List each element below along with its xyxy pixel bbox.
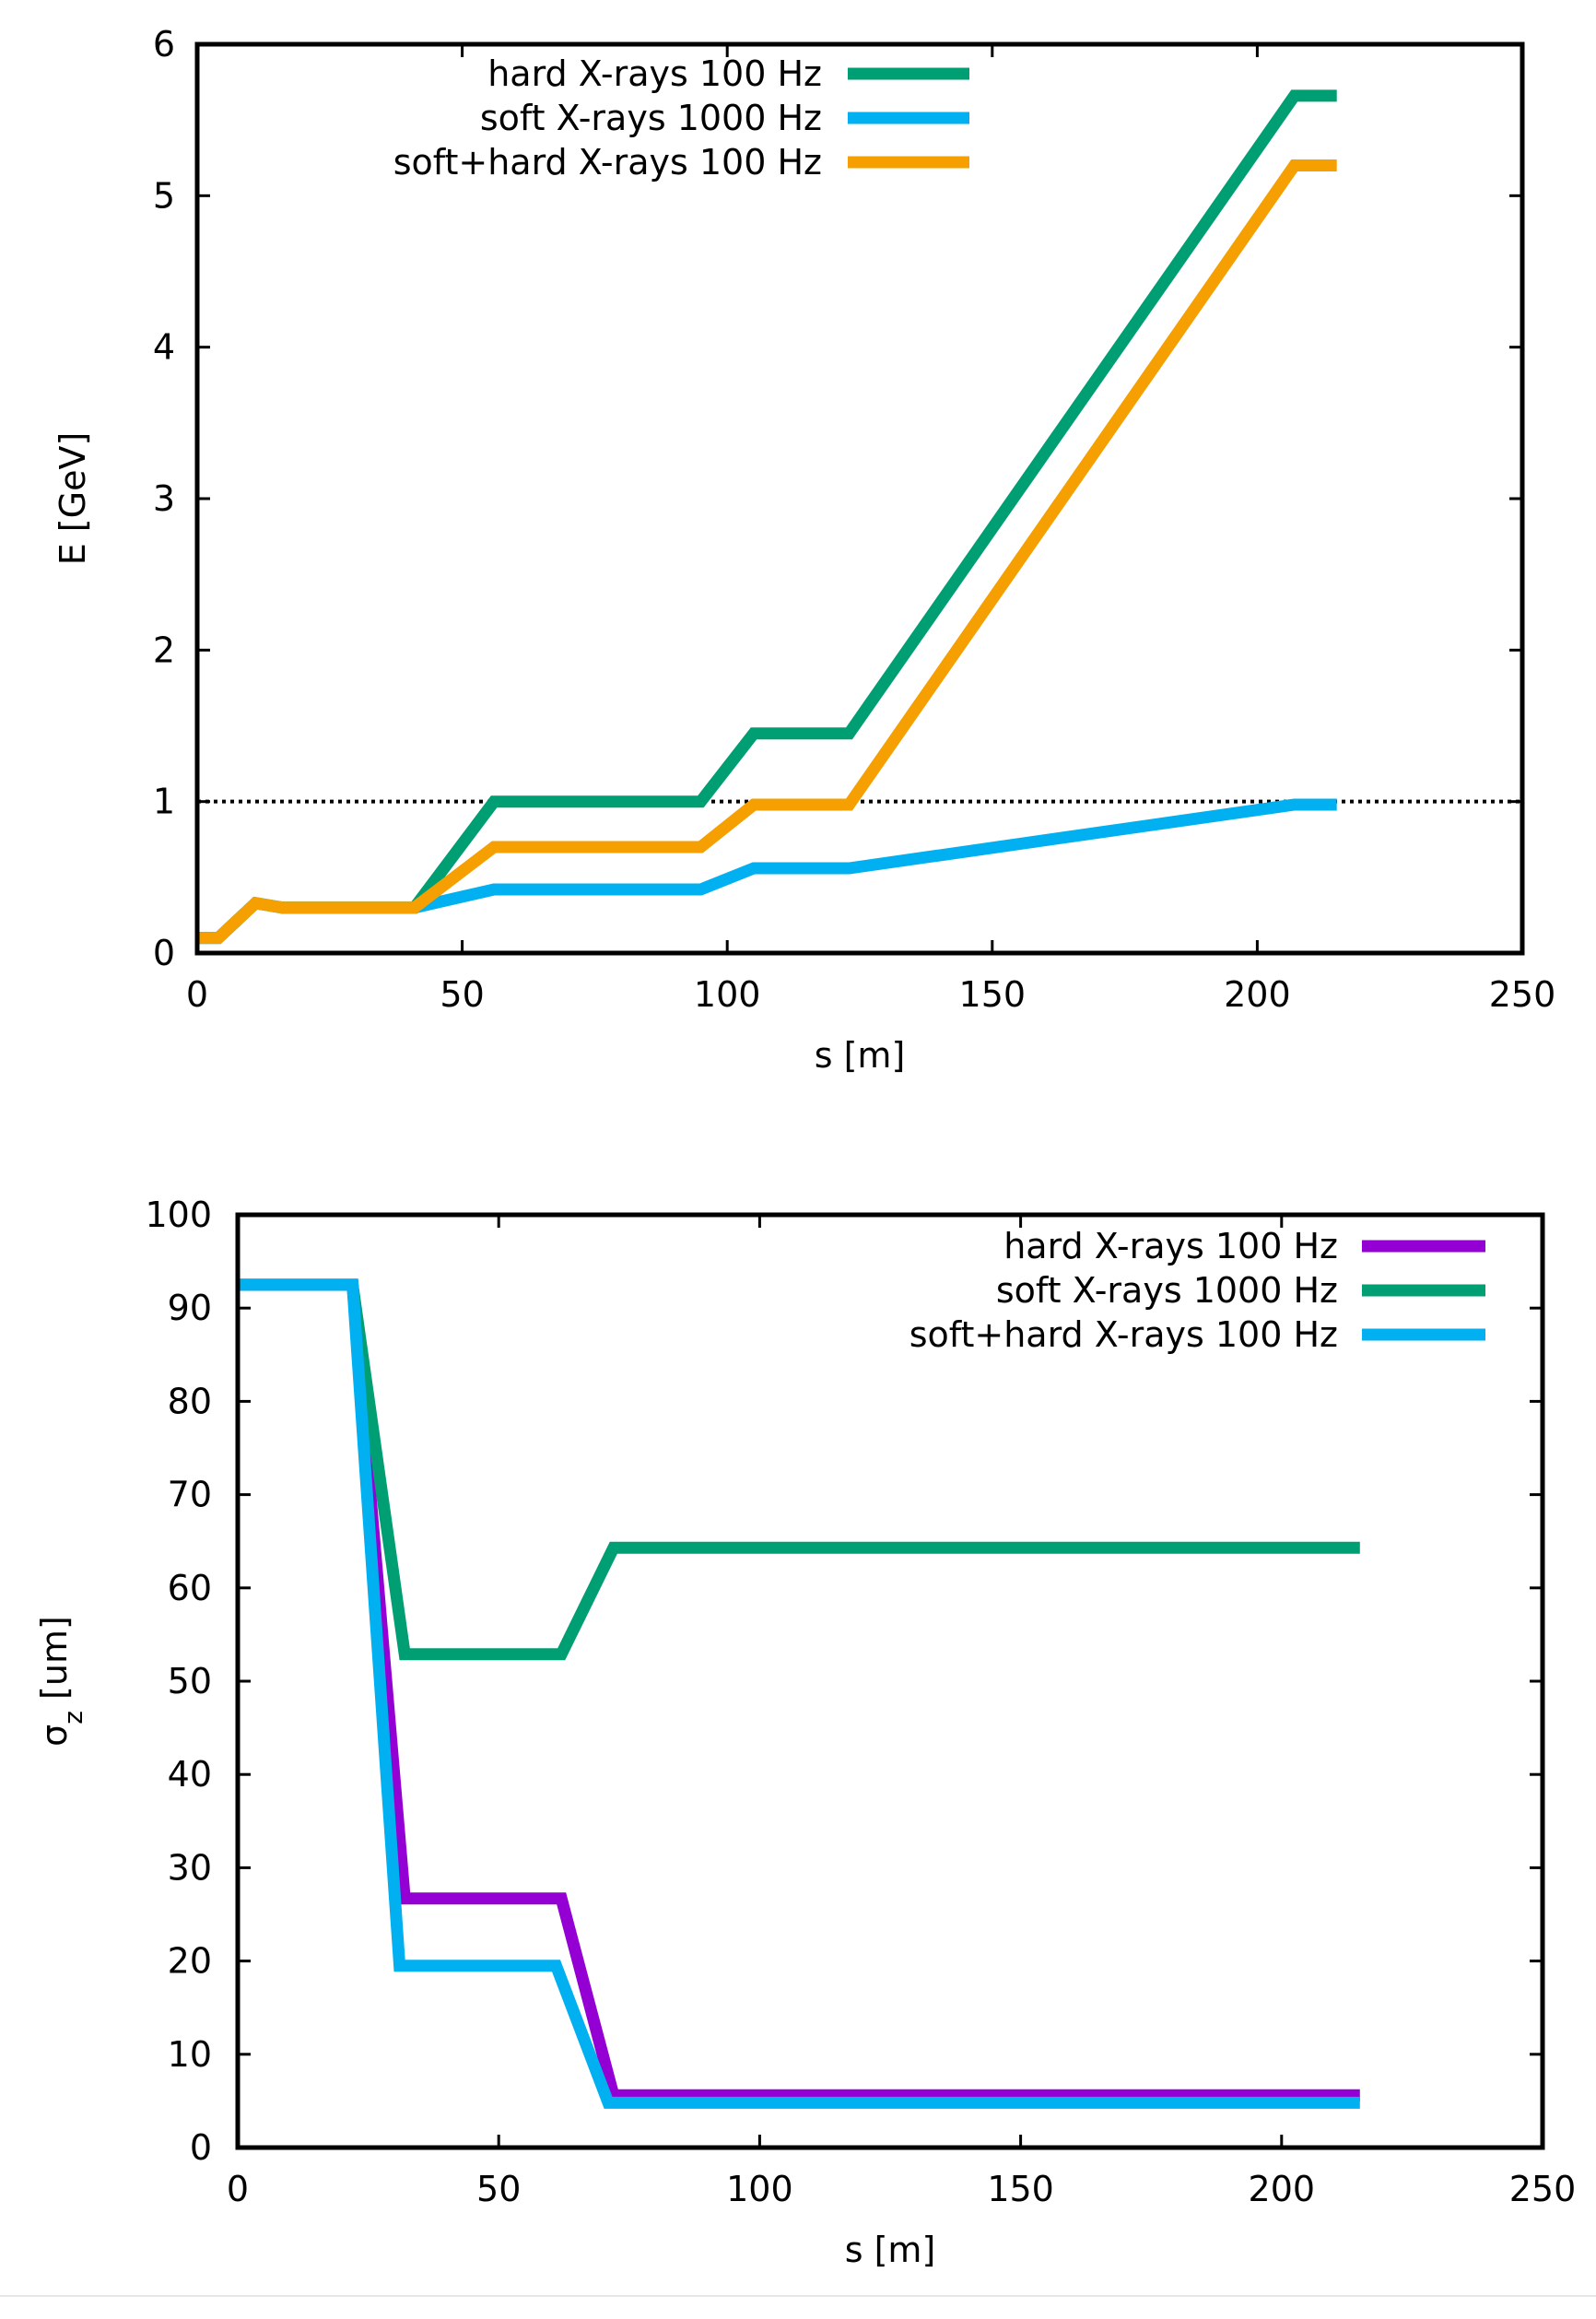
y-tick-label: 5 bbox=[153, 175, 175, 216]
x-axis-label: s [m] bbox=[845, 2230, 936, 2270]
x-tick-label: 200 bbox=[1224, 974, 1291, 1015]
series-line-3 bbox=[197, 159, 1337, 945]
y-tick-label: 70 bbox=[168, 1475, 212, 1515]
x-tick-label: 0 bbox=[227, 2169, 249, 2209]
series-line-1 bbox=[197, 89, 1337, 945]
y-tick-label: 40 bbox=[168, 1754, 212, 1795]
legend-label-1: hard X-rays 100 Hz bbox=[487, 53, 822, 94]
y-tick-label: 3 bbox=[153, 478, 175, 519]
plot-frame bbox=[235, 1212, 1545, 2150]
legend-label-3: soft+hard X-rays 100 Hz bbox=[909, 1314, 1338, 1355]
y-axis-label: E [GeV] bbox=[53, 432, 93, 566]
x-tick-label: 250 bbox=[1489, 974, 1556, 1015]
y-tick-label: 6 bbox=[153, 24, 175, 65]
x-tick-label: 50 bbox=[476, 2169, 521, 2209]
y-tick-label: 30 bbox=[168, 1847, 212, 1888]
y-axis-label: σz [um] bbox=[34, 1616, 88, 1747]
y-tick-label: 2 bbox=[153, 630, 175, 670]
y-tick-label: 0 bbox=[153, 933, 175, 973]
y-tick-label: 1 bbox=[153, 782, 175, 822]
x-tick-label: 100 bbox=[726, 2169, 793, 2209]
y-tick-label: 100 bbox=[145, 1195, 212, 1235]
y-tick-label: 10 bbox=[168, 2034, 212, 2075]
x-tick-label: 200 bbox=[1249, 2169, 1316, 2209]
x-tick-label: 100 bbox=[694, 974, 761, 1015]
y-tick-label: 4 bbox=[153, 327, 175, 368]
legend-label-3: soft+hard X-rays 100 Hz bbox=[393, 142, 822, 182]
chart-2: 0 50 100 150 200 250 0 10 20 30 40 50 60 70 80 90 100 har… bbox=[34, 1195, 1576, 2270]
legend-label-2: soft X-rays 1000 Hz bbox=[996, 1270, 1338, 1311]
y-tick-label: 0 bbox=[190, 2127, 212, 2168]
x-tick-label: 0 bbox=[186, 974, 208, 1015]
y-tick-label: 90 bbox=[168, 1288, 212, 1328]
x-tick-label: 150 bbox=[959, 974, 1027, 1015]
series-line-1 bbox=[238, 1278, 1360, 2101]
y-tick-label: 80 bbox=[168, 1381, 212, 1421]
x-tick-label: 250 bbox=[1509, 2169, 1577, 2209]
chart-1: 0 50 100 150 200 250 0 1 2 3 4 5 6 hard X-rays 100 Hz… bbox=[53, 24, 1555, 1076]
y-tick-label: 50 bbox=[168, 1661, 212, 1701]
x-tick-label: 50 bbox=[440, 974, 484, 1015]
x-axis-label: s [m] bbox=[815, 1035, 906, 1076]
series-line-2 bbox=[197, 798, 1337, 945]
x-tick-label: 150 bbox=[987, 2169, 1054, 2209]
legend-label-2: soft X-rays 1000 Hz bbox=[480, 98, 822, 138]
y-tick-label: 60 bbox=[168, 1568, 212, 1608]
series-line-3 bbox=[238, 1278, 1360, 2109]
y-tick-label: 20 bbox=[168, 1941, 212, 1982]
legend-label-1: hard X-rays 100 Hz bbox=[1003, 1226, 1338, 1266]
page-divider bbox=[0, 2295, 1596, 2297]
plot-frame bbox=[194, 41, 1525, 956]
